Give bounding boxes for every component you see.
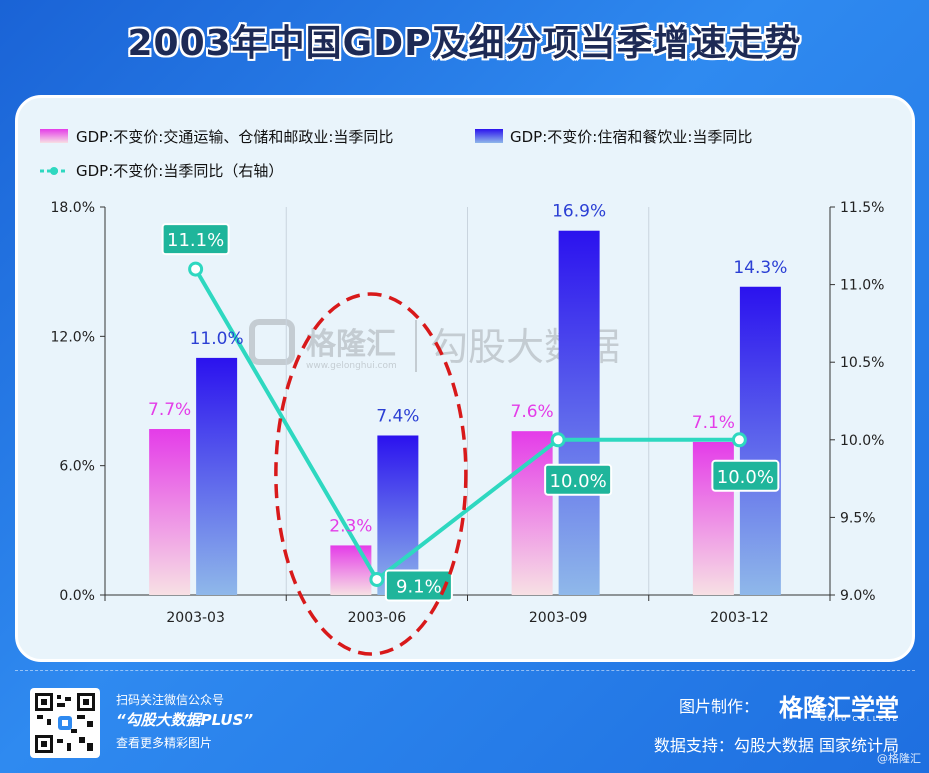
legend-swatch-transport [40, 129, 68, 143]
bar-hotel [377, 435, 419, 595]
legend: GDP:不变价:交通运输、仓储和邮政业:当季同比 GDP:不变价:住宿和餐饮业:… [40, 128, 752, 180]
bar-transport [511, 431, 553, 595]
footer-credit: @格隆汇 [877, 752, 921, 765]
data-labels: 7.7% 2.3% 7.6% 7.1% 11.0% 7.4% 16.9% 14.3% 11.1%… [148, 202, 787, 602]
legend-label-transport: GDP:不变价:交通运输、仓储和邮政业:当季同比 [76, 128, 393, 146]
y-tick-label-left: 12.0% [51, 329, 95, 345]
gdp-label-box [544, 463, 613, 496]
bar-hotel [196, 357, 238, 595]
footer-account-name: “勾股大数据PLUS” [116, 711, 254, 729]
bar-transport [330, 545, 372, 595]
gdp-label-box [161, 223, 230, 256]
data-label: 7.6% [511, 402, 554, 422]
gdp-line-marker [369, 571, 385, 587]
legend-label-hotel: GDP:不变价:住宿和餐饮业:当季同比 [510, 128, 752, 146]
footer-scan-text: 扫码关注微信公众号 [116, 693, 225, 707]
y-tick-label-right: 11.5% [840, 200, 884, 216]
gdp-line-marker [550, 432, 566, 448]
x-tick-label: 2003-03 [166, 610, 225, 626]
y-tick-label-right: 9.5% [840, 510, 876, 526]
data-label: 16.9% [552, 202, 606, 222]
data-label: 7.7% [148, 400, 191, 420]
legend-swatch-line-marker [50, 167, 58, 175]
gdp-label: 10.0% [717, 467, 774, 488]
data-label: 11.0% [190, 329, 244, 349]
footer-source: 数据支持：勾股大数据 国家统计局 [653, 736, 899, 755]
gdp-label: 9.1% [396, 576, 442, 597]
footer-made-by-label: 图片制作： [678, 697, 759, 716]
qr-code-icon [30, 688, 100, 758]
y-tick-label-right: 11.0% [840, 278, 884, 294]
x-tick-label: 2003-12 [710, 610, 769, 626]
gdp-label: 11.1% [167, 230, 224, 251]
y-tick-label-right: 10.5% [840, 355, 884, 371]
y-tick-label-left: 6.0% [59, 459, 95, 475]
y-tick-label-right: 9.0% [840, 588, 876, 604]
gdp-line [188, 261, 747, 587]
bar-transport [149, 429, 191, 595]
gdp-label: 10.0% [550, 471, 607, 492]
data-label: 7.4% [376, 406, 419, 426]
footer-more-text: 查看更多精彩图片 [116, 736, 213, 750]
y-tick-label-left: 18.0% [51, 200, 95, 216]
legend-swatch-hotel [475, 129, 503, 143]
footer-brand-sub: GURU COLLEGE [819, 715, 899, 723]
data-label: 7.1% [692, 413, 735, 433]
gdp-line-path [193, 268, 740, 583]
x-tick-label: 2003-06 [348, 610, 407, 626]
watermark-brand: 格隆汇 [306, 327, 396, 362]
watermark-url: www.gelonghui.com [306, 361, 397, 371]
footer-divider [15, 670, 915, 671]
y-tick-label-right: 10.0% [840, 433, 884, 449]
page-title: 2003年中国GDP及细分项当季增速走势 [127, 23, 802, 64]
bar-hotel [558, 230, 600, 595]
y-tick-label-left: 0.0% [59, 588, 95, 604]
x-tick-label: 2003-09 [529, 610, 588, 626]
data-label: 2.3% [329, 516, 372, 536]
gdp-line-marker [731, 432, 747, 448]
gdp-line-marker [188, 261, 204, 277]
highlight-ellipse [274, 292, 468, 656]
footer-brand-logo: 格隆汇学堂 [779, 694, 899, 722]
gdp-label-box [384, 569, 453, 602]
data-label: 14.3% [733, 258, 787, 278]
watermark-logo-icon [249, 319, 295, 365]
gdp-label-box [711, 459, 780, 492]
legend-label-gdp: GDP:不变价:当季同比（右轴） [76, 162, 283, 180]
bars [149, 230, 781, 595]
